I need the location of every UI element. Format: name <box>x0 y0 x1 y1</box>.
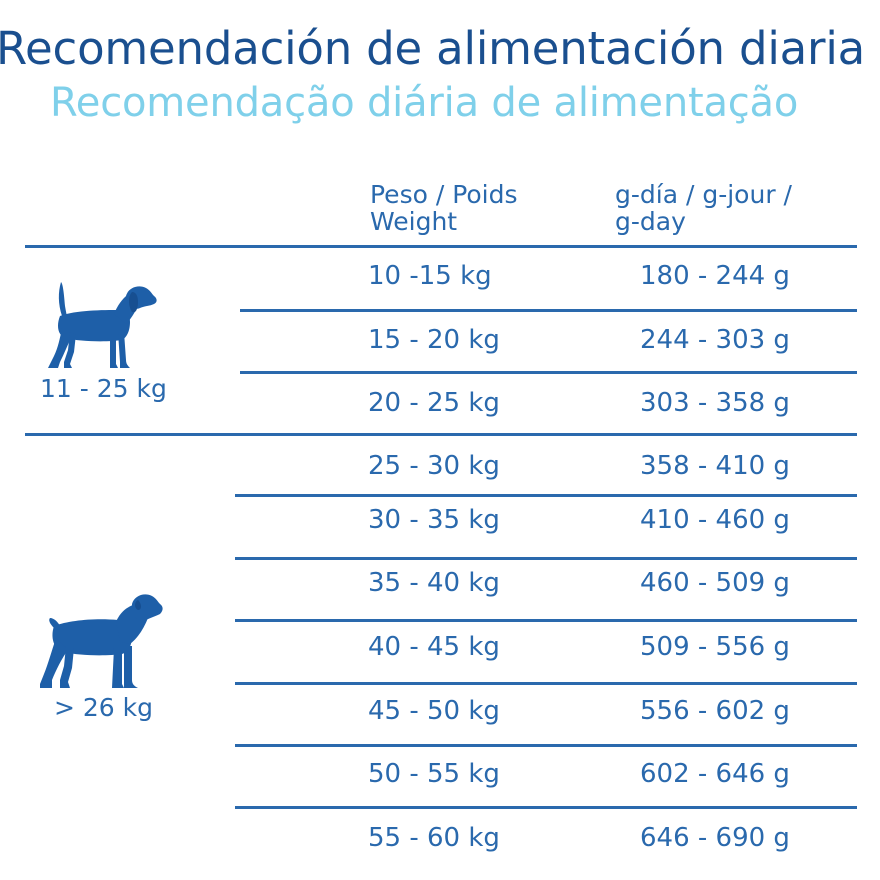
grams-cell: 556 - 602 g <box>640 696 790 726</box>
weight-cell: 25 - 30 kg <box>368 451 500 481</box>
grams-cell: 509 - 556 g <box>640 632 790 662</box>
row-divider <box>240 309 857 312</box>
row-divider <box>235 806 857 809</box>
weight-header-line2: Weight <box>370 207 458 236</box>
grams-cell: 602 - 646 g <box>640 759 790 789</box>
grams-cell: 646 - 690 g <box>640 823 790 853</box>
page-title-spanish: Recomendación de alimentación diaria <box>0 22 866 75</box>
weight-cell: 40 - 45 kg <box>368 632 500 662</box>
group-divider <box>25 433 857 436</box>
grams-header-line2: g-day <box>615 207 686 236</box>
header-divider <box>25 245 857 248</box>
row-divider <box>235 682 857 685</box>
row-divider <box>235 494 857 497</box>
weight-cell: 10 -15 kg <box>368 261 492 291</box>
grams-cell: 410 - 460 g <box>640 505 790 535</box>
weight-cell: 55 - 60 kg <box>368 823 500 853</box>
grams-cell: 180 - 244 g <box>640 261 790 291</box>
row-divider <box>235 744 857 747</box>
rottweiler-dog-icon <box>40 594 163 688</box>
beagle-dog-icon <box>48 282 157 368</box>
weight-cell: 50 - 55 kg <box>368 759 500 789</box>
row-divider <box>235 619 857 622</box>
row-divider <box>235 557 857 560</box>
weight-cell: 30 - 35 kg <box>368 505 500 535</box>
grams-cell: 358 - 410 g <box>640 451 790 481</box>
weight-cell: 35 - 40 kg <box>368 568 500 598</box>
page-title-portuguese: Recomendação diária de alimentação <box>50 80 799 126</box>
small-dog-weight-label: 11 - 25 kg <box>40 374 167 403</box>
large-dog-weight-label: > 26 kg <box>54 693 153 722</box>
grams-column-header: g-día / g-jour / g-day <box>615 181 792 235</box>
grams-cell: 244 - 303 g <box>640 325 790 355</box>
grams-header-line1: g-día / g-jour / <box>615 180 792 209</box>
weight-cell: 20 - 25 kg <box>368 388 500 418</box>
row-divider <box>240 371 857 374</box>
grams-cell: 460 - 509 g <box>640 568 790 598</box>
weight-column-header: Peso / Poids Weight <box>370 181 518 235</box>
weight-cell: 45 - 50 kg <box>368 696 500 726</box>
grams-cell: 303 - 358 g <box>640 388 790 418</box>
weight-cell: 15 - 20 kg <box>368 325 500 355</box>
weight-header-line1: Peso / Poids <box>370 180 518 209</box>
